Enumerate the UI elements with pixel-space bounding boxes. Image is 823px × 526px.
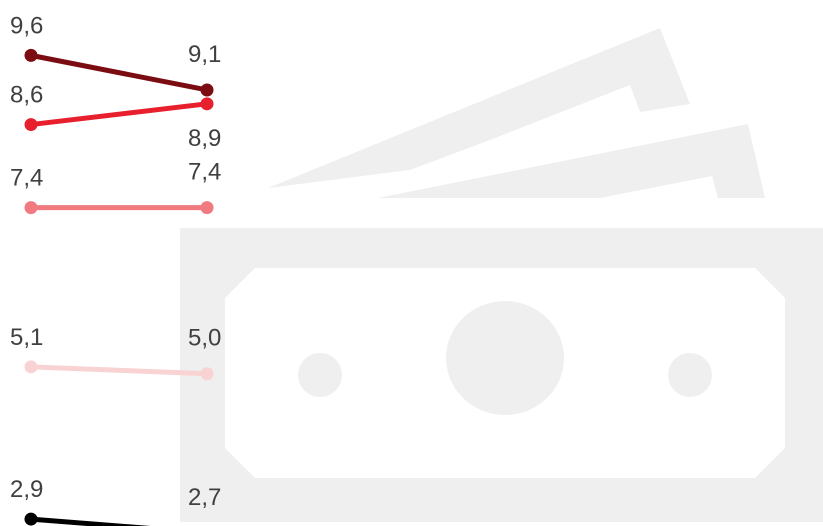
back-bill bbox=[378, 124, 765, 198]
point bbox=[24, 118, 38, 132]
back-bill bbox=[268, 28, 690, 188]
point bbox=[24, 48, 38, 62]
bill-dot bbox=[298, 353, 342, 397]
point bbox=[24, 360, 38, 374]
point bbox=[24, 512, 38, 526]
point bbox=[200, 83, 214, 97]
value-label: 9,6 bbox=[10, 12, 43, 39]
point bbox=[200, 97, 214, 111]
value-label: 2,7 bbox=[188, 484, 221, 511]
point bbox=[200, 201, 214, 215]
value-label: 5,0 bbox=[188, 325, 221, 352]
money-icon bbox=[180, 28, 823, 522]
value-label: 8,9 bbox=[188, 125, 221, 152]
value-label: 7,4 bbox=[10, 165, 43, 192]
series-line bbox=[30, 52, 208, 93]
bill bbox=[180, 228, 823, 522]
series-line bbox=[30, 101, 208, 128]
bill-ellipse bbox=[446, 301, 564, 415]
point bbox=[200, 367, 214, 381]
value-label: 7,4 bbox=[188, 159, 221, 186]
bill-dot bbox=[668, 353, 712, 397]
series-line bbox=[30, 516, 151, 526]
value-label: 2,9 bbox=[10, 476, 43, 503]
value-label: 8,6 bbox=[10, 82, 43, 109]
series-line bbox=[30, 364, 208, 377]
value-label: 5,1 bbox=[10, 324, 43, 351]
point bbox=[24, 201, 38, 215]
value-label: 9,1 bbox=[188, 41, 221, 68]
